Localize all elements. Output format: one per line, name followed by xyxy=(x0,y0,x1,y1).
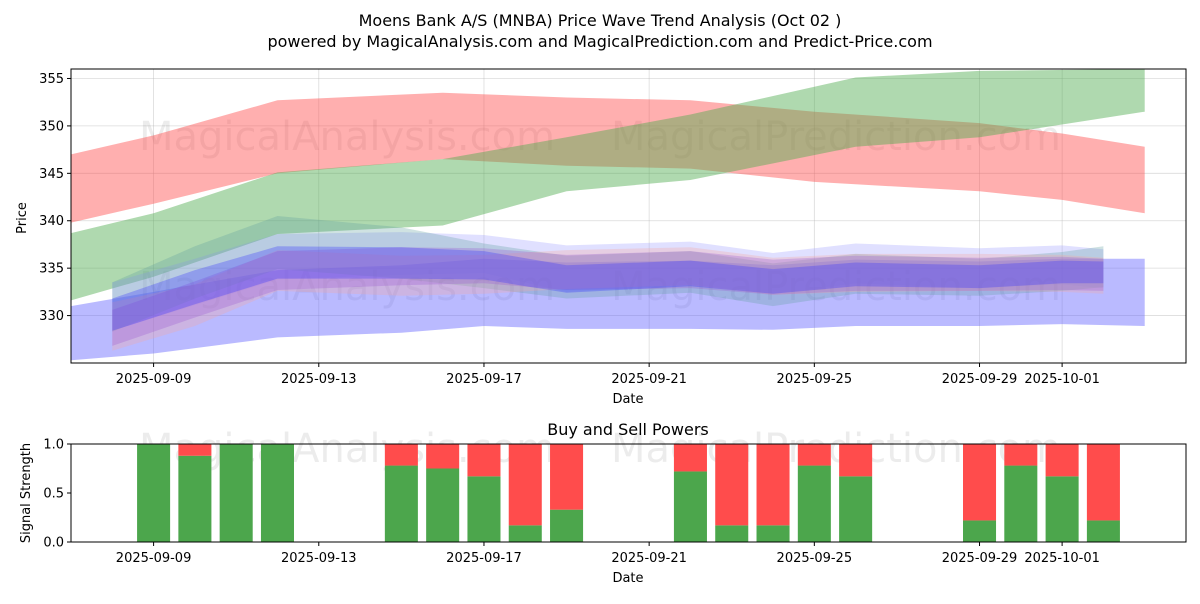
sell-bar-17 xyxy=(1086,444,1120,521)
top-x-tick-label-2: 2025-09-17 xyxy=(446,372,522,387)
sell-bar-9 xyxy=(673,444,707,472)
bottom-y-axis-label: Signal Strength xyxy=(19,443,34,543)
sell-bar-16 xyxy=(1045,444,1079,477)
bottom-x-axis-label: Date xyxy=(612,571,643,586)
buy-bar-13 xyxy=(839,476,873,542)
bottom-chart-title: Buy and Sell Powers xyxy=(547,420,709,439)
top-y-axis-label: Price xyxy=(15,202,30,234)
buy-bar-17 xyxy=(1086,520,1120,542)
bottom-x-tick-label-4: 2025-09-25 xyxy=(777,551,853,566)
watermark-top-0: MagicalAnalysis.com xyxy=(139,114,555,160)
sell-bar-11 xyxy=(756,444,790,526)
sell-bar-12 xyxy=(797,444,831,466)
buy-bar-8 xyxy=(550,509,584,542)
buy-bar-9 xyxy=(673,471,707,542)
bottom-y-tick-label-1: 0.5 xyxy=(43,487,64,502)
top-x-tick-label-1: 2025-09-13 xyxy=(281,372,357,387)
bottom-x-tick-label-2: 2025-09-17 xyxy=(446,551,522,566)
top-x-axis-label: Date xyxy=(612,392,643,407)
top-y-tick-label-5: 355 xyxy=(39,72,64,87)
bottom-x-tick-label-6: 2025-10-01 xyxy=(1024,551,1100,566)
sell-bar-8 xyxy=(550,444,584,510)
sell-bar-4 xyxy=(384,444,418,466)
buy-bar-14 xyxy=(963,520,997,542)
top-y-tick-label-4: 350 xyxy=(39,119,64,134)
band-teal-band xyxy=(112,216,1104,332)
buy-bar-16 xyxy=(1045,476,1079,542)
band-red-band xyxy=(71,92,1145,223)
buy-bar-2 xyxy=(219,444,253,542)
buy-bar-0 xyxy=(137,444,171,542)
top-x-tick-label-6: 2025-10-01 xyxy=(1024,372,1100,387)
buy-bar-1 xyxy=(178,455,212,542)
sell-bar-6 xyxy=(467,444,501,477)
band-salmon-band xyxy=(112,247,1104,351)
band-light-blue-band xyxy=(112,232,1104,331)
watermark-top-2: MagicalAnalysis.com xyxy=(139,264,555,310)
sell-bar-14 xyxy=(963,444,997,521)
top-y-tick-label-2: 340 xyxy=(39,214,64,229)
buy-bar-10 xyxy=(715,525,749,542)
watermark-top-3: MagicalPrediction.com xyxy=(611,264,1061,310)
top-x-tick-label-4: 2025-09-25 xyxy=(777,372,853,387)
buy-bar-6 xyxy=(467,476,501,542)
buy-bar-15 xyxy=(1004,465,1038,542)
chart-title: Moens Bank A/S (MNBA) Price Wave Trend A… xyxy=(359,11,842,30)
top-y-tick-label-0: 330 xyxy=(39,309,64,324)
watermark-top-1: MagicalPrediction.com xyxy=(611,114,1061,160)
top-x-tick-label-3: 2025-09-21 xyxy=(611,372,687,387)
buy-bar-11 xyxy=(756,525,790,542)
top-y-tick-label-1: 335 xyxy=(39,262,64,277)
bottom-x-tick-label-5: 2025-09-29 xyxy=(942,551,1018,566)
bottom-y-tick-label-2: 1.0 xyxy=(43,438,64,453)
band-blue-band-core xyxy=(112,246,1104,331)
buy-bar-7 xyxy=(508,525,542,542)
top-y-tick-label-3: 345 xyxy=(39,167,64,182)
buy-bar-5 xyxy=(426,468,460,542)
bottom-x-tick-label-3: 2025-09-21 xyxy=(611,551,687,566)
band-green-band xyxy=(71,69,1145,301)
bottom-y-tick-label-0: 0.0 xyxy=(43,536,64,551)
sell-bar-13 xyxy=(839,444,873,477)
sell-bar-15 xyxy=(1004,444,1038,466)
buy-bar-12 xyxy=(797,465,831,542)
price-wave-plot: MagicalAnalysis.com MagicalPrediction.com… xyxy=(39,68,1187,387)
price-bands xyxy=(71,69,1145,361)
band-purple-band xyxy=(112,247,1104,346)
bottom-x-tick-label-1: 2025-09-13 xyxy=(281,551,357,566)
sell-bar-10 xyxy=(715,444,749,526)
sell-bar-1 xyxy=(178,444,212,456)
sell-bar-7 xyxy=(508,444,542,526)
top-plot-frame xyxy=(70,68,1187,364)
sell-bar-5 xyxy=(426,444,460,469)
bottom-x-tick-label-0: 2025-09-09 xyxy=(116,551,192,566)
buy-bar-4 xyxy=(384,465,418,542)
top-x-tick-label-5: 2025-09-29 xyxy=(942,372,1018,387)
buy-bar-3 xyxy=(260,444,294,542)
band-blue-band-wide xyxy=(71,258,1145,361)
top-x-tick-label-0: 2025-09-09 xyxy=(116,372,192,387)
buy-sell-plot: MagicalAnalysis.com MagicalPrediction.com… xyxy=(43,426,1187,566)
chart-subtitle: powered by MagicalAnalysis.com and Magic… xyxy=(267,32,932,51)
